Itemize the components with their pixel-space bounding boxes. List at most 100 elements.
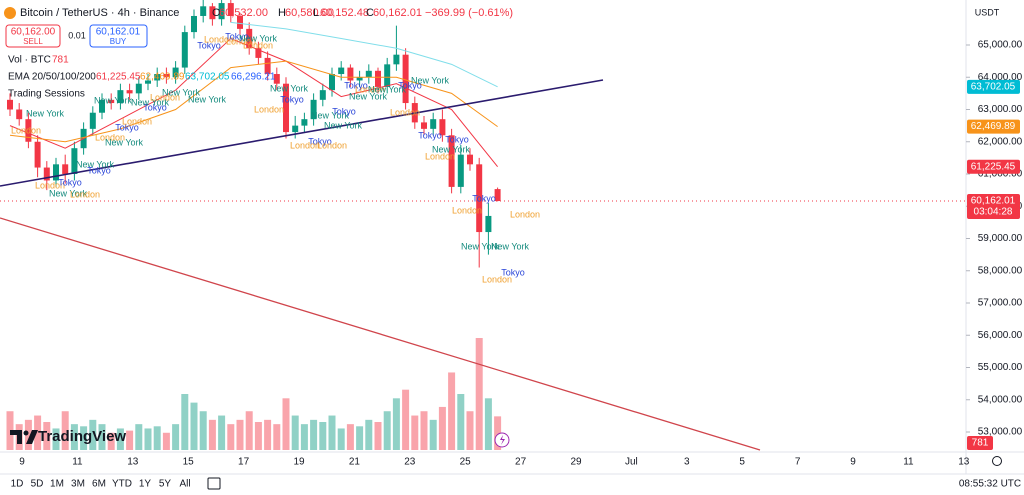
range-button[interactable]: 1Y <box>139 479 152 490</box>
ema-legend-value: 66,296.21 <box>231 72 276 83</box>
volume-bar <box>116 428 124 450</box>
volume-bar <box>153 426 161 450</box>
candle-body <box>16 109 23 120</box>
ema-line <box>9 60 498 143</box>
range-button[interactable]: 6M <box>92 479 106 490</box>
range-button[interactable]: All <box>179 479 190 490</box>
price-label: 62,469.89 <box>971 121 1016 132</box>
session-label: London <box>122 116 152 126</box>
candle-body <box>347 67 354 81</box>
x-tick-label: 25 <box>460 457 472 468</box>
candle-body <box>126 90 133 94</box>
candle-body <box>494 189 501 202</box>
volume-bar <box>448 372 456 450</box>
session-label: New York <box>311 110 350 120</box>
candle-body <box>264 57 271 75</box>
candle-body <box>7 99 13 110</box>
session-label: London <box>254 104 284 114</box>
candle-body <box>227 3 234 16</box>
volume-bar <box>98 424 106 450</box>
volume-bar <box>300 424 308 450</box>
volume-bar <box>218 415 226 450</box>
x-tick-label: 3 <box>684 457 690 468</box>
session-label: New York <box>105 137 144 147</box>
x-tick-label: 9 <box>19 457 25 468</box>
price-label: 63,702.05 <box>971 81 1016 92</box>
spread: 0.01 <box>68 30 86 40</box>
btc-icon <box>4 7 16 19</box>
volume-bar <box>337 428 345 450</box>
range-button[interactable]: 1D <box>11 479 24 490</box>
volume-bar <box>484 398 492 450</box>
price-label: 60,162.01 <box>971 196 1016 207</box>
candle-body <box>283 83 289 133</box>
sell-button[interactable] <box>5 24 61 48</box>
trend-line <box>0 217 761 451</box>
candle-body <box>108 99 115 104</box>
session-label: London <box>95 132 125 142</box>
clock[interactable]: 08:55:32 UTC <box>959 479 1021 490</box>
volume-bar <box>135 424 143 450</box>
session-label: New York <box>162 87 201 97</box>
volume-bar <box>457 394 465 450</box>
x-tick-label: Jul <box>625 457 638 468</box>
session-label: New York <box>349 91 388 101</box>
volume-bar <box>273 424 281 450</box>
date-range-icon[interactable] <box>207 477 221 490</box>
session-label: Tokyo <box>143 102 167 112</box>
volume-bar <box>438 406 446 450</box>
sell-label: SELL <box>23 37 43 46</box>
candle-body <box>62 164 69 174</box>
range-button[interactable]: 5D <box>31 479 44 490</box>
volume-bar <box>374 422 382 450</box>
ohlc-label: O <box>212 7 221 19</box>
ohlc-value: 60,152.48 <box>320 7 369 19</box>
volume-bar <box>89 419 97 450</box>
candle-body <box>365 70 372 78</box>
ema-line <box>230 21 498 88</box>
y-tick-label: 59,000.00 <box>978 233 1023 244</box>
volume-bar <box>80 426 88 450</box>
candle-body <box>439 119 446 136</box>
session-label: London <box>425 151 455 161</box>
session-label: New York <box>76 159 115 169</box>
tradingview-logo: TradingView <box>10 428 126 445</box>
candle-body <box>476 164 483 233</box>
range-button[interactable]: 5Y <box>159 479 172 490</box>
y-tick-label: 64,000.00 <box>978 72 1023 83</box>
range-button[interactable]: 3M <box>71 479 85 490</box>
candle-body <box>209 6 216 20</box>
candle-body <box>292 125 299 133</box>
session-label: Tokyo <box>445 134 469 144</box>
y-tick-label: 61,000.00 <box>978 169 1023 180</box>
candle-body <box>135 83 142 94</box>
settings-icon[interactable] <box>992 456 1002 466</box>
buy-button[interactable] <box>89 24 148 48</box>
ohlc-label: L <box>313 7 319 19</box>
volume-bar <box>466 411 474 450</box>
candle-body <box>145 80 151 84</box>
candle-body <box>310 99 317 120</box>
volume-bar <box>227 424 235 450</box>
x-tick-label: 29 <box>570 457 582 468</box>
x-tick-label: 7 <box>795 457 801 468</box>
session-label: Tokyo <box>398 80 422 90</box>
candle-body <box>163 74 170 78</box>
volume-bar <box>402 389 410 450</box>
y-tick-label: 55,000.00 <box>978 362 1023 373</box>
session-label: London <box>510 209 540 219</box>
range-button[interactable]: YTD <box>112 479 132 490</box>
currency[interactable]: USDT <box>975 7 1000 17</box>
session-label: London <box>355 84 385 94</box>
session-label: Tokyo <box>58 177 82 187</box>
plot-area <box>0 0 965 450</box>
session-label: New York <box>26 108 65 118</box>
volume-bar <box>494 416 502 450</box>
alert-bolt <box>500 435 505 445</box>
candle-body <box>448 135 455 187</box>
volume-legend-value: 781 <box>52 55 69 66</box>
x-tick-label: 5 <box>739 457 745 468</box>
candle-body <box>457 154 464 187</box>
range-button[interactable]: 1M <box>50 479 64 490</box>
